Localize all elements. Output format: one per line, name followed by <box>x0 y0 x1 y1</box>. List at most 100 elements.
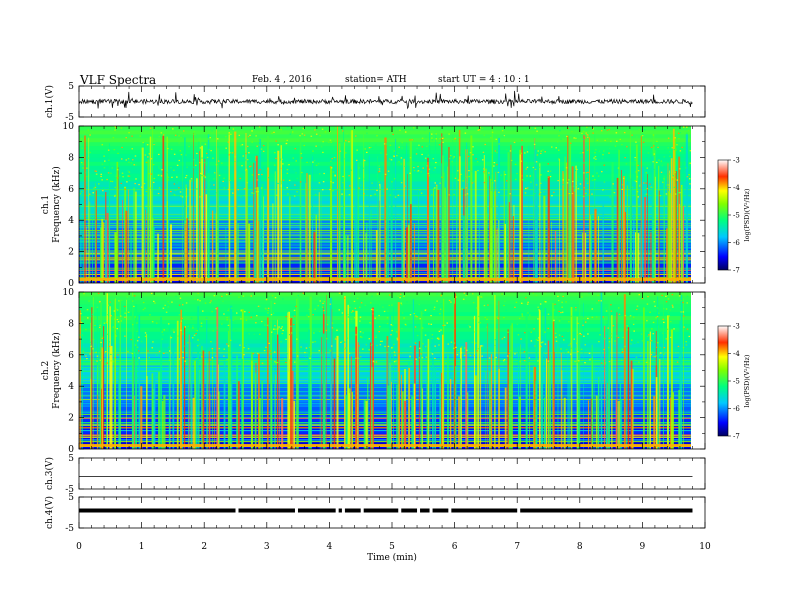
panel-3-speckle <box>503 316 505 319</box>
panel-2-speckle <box>501 130 504 132</box>
panel-3-speckle <box>560 311 562 314</box>
panel-2-sferic-streak <box>84 135 86 283</box>
panel-3-sferic-streak <box>212 349 213 449</box>
panel-2-speckle <box>560 165 562 167</box>
panel-3-speckle <box>196 330 198 332</box>
panel-2-sferic-streak <box>507 152 510 283</box>
panel-2-speckle <box>125 137 127 139</box>
panel-3-speckle <box>318 314 321 316</box>
panel-2-sferic-streak <box>211 210 214 283</box>
panel-3-speckle <box>372 360 375 362</box>
panel-3-sferic-streak <box>627 327 630 449</box>
panel-3-speckle <box>662 361 664 363</box>
panel-2-speckle <box>560 175 563 178</box>
panel-2-speckle <box>232 128 235 130</box>
panel-2-speckle <box>202 175 205 177</box>
panel-2-speckle <box>256 194 259 196</box>
panel-2-speckle <box>144 154 147 156</box>
panel-3-speckle <box>665 332 668 334</box>
panel-2-sferic-streak <box>379 183 381 283</box>
panel-3-sferic-streak <box>397 302 400 449</box>
panel-2-speckle <box>483 181 486 184</box>
date-label: Feb. 4 , 2016 <box>252 75 312 85</box>
colorbar-tick-label: -4 <box>733 350 740 358</box>
panel-3-speckle <box>466 349 468 351</box>
panel-3-sferic-streak <box>529 361 531 449</box>
panel-2-speckle <box>391 181 393 183</box>
panel-2-speckle <box>675 159 678 161</box>
panel-3-speckle <box>368 338 371 340</box>
panel-3-speckle <box>525 360 527 362</box>
panel-2-sferic-streak <box>436 185 438 283</box>
panel-2-speckle <box>639 183 641 185</box>
panel-3-sferic-streak <box>544 307 547 449</box>
panel-3-speckle <box>573 338 576 340</box>
panel-2-speckle <box>192 166 195 168</box>
panel-2-speckle <box>653 153 656 155</box>
panel-3-sferic-streak <box>109 306 111 449</box>
panel-3-speckle <box>296 355 299 357</box>
panel-3-sferic-streak <box>504 387 507 449</box>
panel-2-sferic-streak <box>366 222 368 283</box>
panel-3-speckle <box>321 354 323 356</box>
panel-2-speckle <box>673 149 676 151</box>
panel-2-speckle <box>251 130 253 132</box>
panel-2-speckle <box>643 186 646 188</box>
panel-3-speckle <box>140 340 143 343</box>
panel-2-speckle <box>571 130 573 133</box>
panel-3-speckle <box>123 313 125 315</box>
panel-3-sferic-streak <box>577 331 580 449</box>
panel-3-freq-band <box>79 335 691 340</box>
panel-2-speckle <box>498 191 500 193</box>
panel-2-speckle <box>586 136 589 138</box>
panel-2-speckle <box>603 190 605 192</box>
panel-3-speckle <box>138 350 140 352</box>
panel-3-speckle <box>626 325 629 327</box>
panel-3-speckle <box>167 306 170 308</box>
panel-2-speckle <box>453 193 455 196</box>
panel-3-speckle <box>543 332 545 334</box>
panel-3-speckle <box>649 340 652 342</box>
panel-3-speckle <box>444 324 446 326</box>
panel-3-speckle <box>610 310 613 312</box>
panel-2-speckle <box>452 138 454 140</box>
panel-3-speckle <box>253 333 256 335</box>
panel-3-sferic-streak <box>261 380 263 449</box>
panel-2-speckle <box>334 174 336 176</box>
panel-2-sferic-streak <box>556 231 558 283</box>
panel-2-speckle <box>332 171 335 173</box>
panel-3-speckle <box>209 301 211 304</box>
panel-3-speckle <box>643 321 645 323</box>
panel-3-speckle <box>669 309 672 311</box>
panel-2-speckle <box>313 159 316 162</box>
panel-3-speckle <box>272 312 275 314</box>
panel-2-speckle <box>481 127 484 129</box>
panel-2-speckle <box>185 196 188 198</box>
panel-2-sferic-streak <box>370 210 372 283</box>
panel-3-speckle <box>182 345 185 347</box>
panel-3-speckle <box>514 306 516 308</box>
panel-2-speckle <box>392 133 394 136</box>
panel-3-speckle <box>632 323 635 325</box>
panel-2-speckle <box>644 129 647 131</box>
panel-2-speckle <box>241 165 243 167</box>
panel-3-speckle <box>354 307 357 309</box>
panel-3-speckle <box>80 313 82 315</box>
panel-3-speckle <box>234 317 236 319</box>
panel-3-speckle <box>567 351 570 353</box>
panel-3-speckle <box>398 353 400 355</box>
panel-3-speckle <box>419 318 421 320</box>
panel-2-sferic-streak <box>670 226 672 283</box>
panel-2-speckle <box>154 139 157 141</box>
panel-3-speckle <box>118 300 120 302</box>
panel-3-speckle <box>285 359 288 361</box>
panel-2-speckle <box>279 159 282 161</box>
panel-3-speckle <box>615 335 618 337</box>
panel-2-sferic-streak <box>308 174 311 283</box>
panel-2-sferic-streak <box>474 170 477 283</box>
panel-2-speckle <box>148 187 150 189</box>
panel-3-speckle <box>537 339 539 342</box>
panel-3-speckle <box>579 332 581 335</box>
panel-2-sferic-streak <box>312 156 313 283</box>
panel-3-speckle <box>509 292 512 294</box>
